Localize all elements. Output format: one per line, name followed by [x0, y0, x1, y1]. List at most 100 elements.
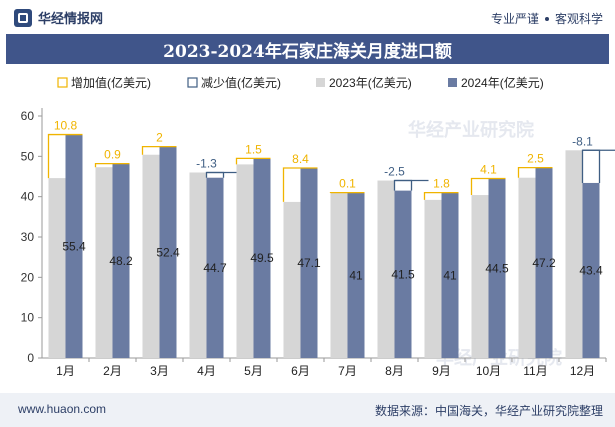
decrease-bracket-edge	[206, 171, 225, 178]
change-label: -8.1	[572, 134, 593, 148]
bar-2024	[159, 146, 177, 358]
x-tick-label: 1月	[56, 364, 75, 378]
chart: 华经产业研究院华经产业研究院 增加值(亿美元)减少值(亿美元)2023年(亿美元…	[21, 75, 615, 378]
value-label: 55.4	[62, 239, 86, 253]
bar-2023	[424, 199, 442, 358]
value-label: 41	[349, 268, 363, 282]
value-label: 44.7	[203, 261, 227, 275]
decrease-bracket-edge	[394, 179, 413, 191]
tag-professional: 专业严谨	[490, 12, 539, 26]
brand-logo-icon	[14, 8, 32, 27]
change-label: -2.5	[384, 165, 405, 179]
y-tick-label: 60	[21, 109, 35, 123]
bar-2024	[65, 134, 83, 358]
y-tick-label: 40	[21, 190, 35, 204]
x-tick-label: 9月	[432, 364, 451, 378]
bar-2023	[236, 164, 254, 358]
bar-2024	[582, 182, 600, 358]
bar-2023	[283, 201, 301, 358]
legend-swatch-1	[57, 77, 68, 88]
brand-name: 华经情报网	[38, 11, 104, 26]
value-label: 49.5	[250, 251, 274, 265]
x-tick-label: 5月	[244, 364, 263, 378]
change-label: 1.8	[433, 177, 450, 191]
title-bar: 2023-2024年石家庄海关月度进口额	[6, 34, 609, 64]
x-tick-label: 12月	[570, 364, 595, 378]
brand[interactable]: 华经情报网	[14, 8, 103, 27]
x-tick-label: 8月	[385, 364, 404, 378]
bar-2024	[300, 168, 318, 358]
increase-bracket	[47, 133, 83, 179]
value-label: 41.5	[391, 267, 415, 281]
change-label: 0.1	[339, 177, 356, 191]
bar-2023	[565, 150, 583, 358]
increase-bracket	[235, 157, 271, 165]
legend-label-3: 2023年(亿美元)	[329, 75, 412, 90]
bar-2023	[95, 167, 113, 358]
x-tick-label: 3月	[150, 364, 169, 378]
bar-2023	[142, 154, 160, 358]
chart-title: 2023-2024年石家庄海关月度进口额	[163, 41, 452, 62]
bar-2024	[535, 167, 553, 358]
decrease-bracket-edge	[582, 149, 601, 183]
value-label: 43.4	[579, 263, 603, 277]
legend-swatch-3	[316, 78, 325, 87]
x-tick-label: 10月	[476, 364, 501, 378]
x-tick-label: 11月	[523, 364, 547, 378]
bar-2023	[48, 178, 66, 358]
watermark-text: 华经产业研究院	[408, 119, 534, 140]
change-label: 10.8	[54, 119, 78, 133]
change-label: 8.4	[292, 152, 309, 166]
legend-swatch-2	[187, 77, 198, 88]
bar-2024	[112, 163, 130, 358]
change-label: 1.5	[245, 142, 262, 156]
value-label: 52.4	[156, 245, 180, 259]
value-label: 47.1	[297, 256, 321, 270]
increase-bracket	[423, 191, 459, 200]
value-label: 48.2	[109, 254, 133, 268]
bar-2024	[394, 190, 412, 358]
bar-2024	[253, 158, 271, 358]
header-tags: 专业严谨 客观科学	[491, 10, 603, 27]
legend-label-4: 2024年(亿美元)	[461, 75, 544, 90]
value-label: 44.5	[485, 261, 509, 275]
footer: www.huaon.com 数据来源：中国海关，华经产业研究院整理	[0, 393, 615, 427]
y-tick-label: 20	[21, 270, 35, 284]
data-source: 数据来源：中国海关，华经产业研究院整理	[374, 404, 603, 418]
bar-2024	[347, 192, 365, 358]
separator-dot-icon	[544, 16, 549, 21]
website-link[interactable]: www.huaon.com	[18, 402, 107, 416]
change-label: 4.1	[480, 163, 497, 177]
y-tick-label: 0	[27, 351, 34, 365]
y-tick-label: 10	[21, 311, 35, 325]
bar-2023	[471, 195, 489, 358]
decrease-bracket	[581, 149, 615, 183]
increase-bracket	[141, 146, 177, 155]
bar-2024	[488, 178, 506, 358]
legend-label-2: 减少值(亿美元)	[201, 75, 281, 90]
change-label: 2.5	[527, 152, 544, 166]
legend-swatch-4	[448, 78, 457, 87]
increase-bracket	[470, 177, 506, 196]
x-tick-label: 6月	[291, 364, 310, 378]
x-tick-label: 4月	[197, 364, 216, 378]
bar-2023	[330, 193, 348, 358]
increase-bracket	[282, 167, 318, 202]
change-label: -1.3	[196, 156, 217, 170]
bar-2023	[377, 180, 395, 358]
change-label: 2	[156, 131, 163, 145]
tag-objective: 客观科学	[554, 12, 603, 26]
bar-2023	[518, 177, 536, 358]
value-label: 47.2	[532, 256, 556, 270]
bar-2024	[441, 192, 459, 358]
bar-2024	[206, 177, 224, 358]
y-tick-label: 30	[21, 230, 35, 244]
increase-bracket	[94, 162, 130, 168]
legend-label-1: 增加值(亿美元)	[71, 75, 151, 90]
x-tick-label: 7月	[338, 364, 357, 378]
x-tick-label: 2月	[103, 364, 122, 378]
value-label: 41	[443, 268, 457, 282]
top-bar: 华经情报网 专业严谨 客观科学	[0, 0, 615, 34]
change-label: 0.9	[104, 148, 121, 162]
bar-2023	[189, 172, 207, 358]
